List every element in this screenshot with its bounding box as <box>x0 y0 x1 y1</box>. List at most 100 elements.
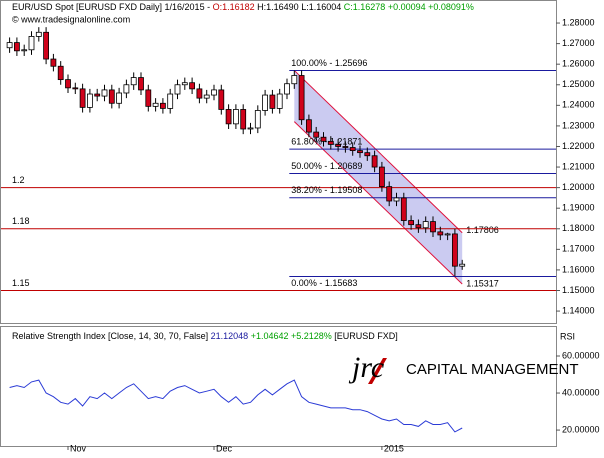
y-tick-label: 1.23000 <box>562 120 595 130</box>
candle-body <box>21 49 28 52</box>
logo-slash <box>368 358 387 384</box>
candle-body <box>196 88 203 99</box>
candle-body <box>378 166 385 187</box>
candle-body <box>422 221 429 229</box>
channel-label: 1.15317 <box>466 278 499 288</box>
level-label: 1.18 <box>12 216 30 226</box>
candle-body <box>269 94 276 109</box>
candle-body <box>298 75 305 121</box>
candle-body <box>218 89 225 110</box>
candle-body <box>138 77 144 91</box>
candle-body <box>79 88 86 108</box>
y-tick-label: 1.26000 <box>562 59 595 69</box>
open-text: O:1.16182 <box>213 2 255 12</box>
y-tick-label: 1.27000 <box>562 38 595 48</box>
candle-body <box>101 89 108 97</box>
rsi-axis-label: RSI <box>560 331 575 341</box>
x-tick-label: Dec <box>216 443 233 453</box>
candle-body <box>123 84 130 94</box>
y-tick-label: 1.24000 <box>562 100 595 110</box>
fib-label: 100.00% - 1.25696 <box>291 58 367 68</box>
candle-body <box>313 131 320 138</box>
rsi-change: +1.04642 +5.2128% <box>251 331 332 341</box>
price-panel <box>0 0 557 324</box>
candle-body <box>6 42 13 49</box>
y-tick-label: 1.20000 <box>562 182 595 192</box>
candle-body <box>284 83 290 95</box>
candle-body <box>152 102 159 107</box>
candle-body <box>181 82 188 86</box>
rsi-source: [EURUSD FXD] <box>334 331 398 341</box>
y-tick-label: 1.14000 <box>562 305 595 315</box>
logo-name: CAPITAL MANAGEMENT <box>406 361 579 378</box>
candle-body <box>57 65 64 81</box>
y-tick-label: 60.00000 <box>562 350 600 360</box>
rsi-title: Relative Strength Index [Close, 14, 30, … <box>12 331 208 341</box>
candle-body <box>254 110 261 129</box>
candle-body <box>167 93 174 109</box>
candle-body <box>327 140 334 145</box>
candle-body <box>225 109 232 125</box>
candle-body <box>116 92 122 104</box>
candle-body <box>408 220 415 226</box>
candle-body <box>50 58 57 67</box>
y-tick-label: 1.16000 <box>562 264 595 274</box>
candle-body <box>320 136 327 142</box>
candle-body <box>342 146 349 148</box>
candle-body <box>108 89 115 104</box>
candle-body <box>94 93 101 97</box>
close-text: C:1.16278 <box>344 2 386 12</box>
y-tick-label: 1.18000 <box>562 223 595 233</box>
y-tick-label: 1.28000 <box>562 17 595 27</box>
y-tick-label: 1.15000 <box>562 285 595 295</box>
level-label: 1.15 <box>12 278 30 288</box>
rsi-layer: 20.00000 40.00000 60.00000 <box>9 350 600 434</box>
candle-body <box>189 82 196 90</box>
low-text: L:1.16004 <box>301 2 341 12</box>
candle-body <box>437 231 444 236</box>
candle-body <box>335 144 342 147</box>
y-tick-label: 1.17000 <box>562 244 595 254</box>
candle-body <box>415 224 422 229</box>
candle-body <box>240 109 247 130</box>
y-tick-label: 1.21000 <box>562 161 595 171</box>
logo-mark: jrc <box>348 351 384 384</box>
candle-body <box>72 87 79 90</box>
x-tick-label: Nov <box>70 443 87 453</box>
candle-body <box>393 197 400 202</box>
rsi-value: 21.12048 <box>211 331 249 341</box>
candle-body <box>451 233 458 267</box>
candle-body <box>305 119 312 133</box>
title: EUR/USD Spot [EURUSD FXD Daily] 1/16/201… <box>12 2 210 12</box>
candle-body <box>459 263 466 267</box>
rsi-panel <box>0 326 557 447</box>
candle-body <box>247 127 254 130</box>
candle-body <box>444 233 451 236</box>
rsi-line <box>9 379 463 433</box>
fib-label: 38.20% - 1.19508 <box>291 185 362 195</box>
rsi-header: Relative Strength Index [Close, 14, 30, … <box>12 331 398 341</box>
candle-body <box>386 186 393 202</box>
channel-label: 1.17806 <box>466 225 499 235</box>
candle-body <box>145 89 152 107</box>
fib-label: 50.00% - 1.20689 <box>291 161 362 171</box>
candle-body <box>276 93 283 109</box>
candle-body <box>371 155 378 168</box>
candle-body <box>262 94 269 111</box>
candle-body <box>349 147 356 151</box>
copyright: © www.tradesignalonline.com <box>12 14 130 24</box>
candle-body <box>35 31 42 37</box>
y-tick-label: 1.19000 <box>562 203 595 213</box>
fib-label: 0.00% - 1.15683 <box>291 278 357 288</box>
candle-body <box>357 150 363 154</box>
y-tick-label: 1.25000 <box>562 79 595 89</box>
change-text: +0.00094 +0.08091% <box>388 2 474 12</box>
candle-body <box>43 31 49 60</box>
candle-body <box>211 89 217 96</box>
y-tick-label: 20.00000 <box>562 424 600 434</box>
price-layer: 1.14000 1.15000 1.16000 1.17000 1.18000 1.190… <box>1 17 595 453</box>
candle-body <box>159 102 166 109</box>
candle-body <box>13 42 20 52</box>
